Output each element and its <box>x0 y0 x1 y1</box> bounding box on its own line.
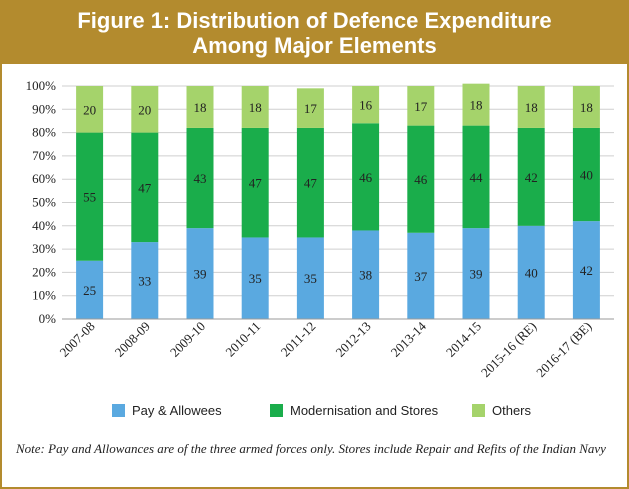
data-label: 17 <box>414 99 428 114</box>
bar-segment <box>241 237 269 319</box>
data-label: 35 <box>304 271 317 286</box>
legend-label: Pay & Allowees <box>132 403 222 418</box>
data-label: 47 <box>249 176 263 191</box>
x-tick-label: 2014-15 <box>443 319 484 360</box>
y-tick-label: 30% <box>32 241 56 256</box>
bar-segment <box>517 225 545 319</box>
bar-segment <box>517 86 545 128</box>
x-tick-label: 2009-10 <box>167 319 208 360</box>
bar-segment <box>241 86 269 128</box>
bar-segment <box>352 123 380 231</box>
data-label: 18 <box>580 100 593 115</box>
data-label: 43 <box>194 171 207 186</box>
bar-segment <box>131 242 159 319</box>
title-line-2: Among Major Elements <box>192 33 437 58</box>
footnote: Note: Pay and Allowances are of the thre… <box>16 441 606 456</box>
data-label: 47 <box>138 180 152 195</box>
y-tick-label: 20% <box>32 264 56 279</box>
bar-segment <box>76 86 104 133</box>
y-tick-label: 10% <box>32 288 56 303</box>
bar-segment <box>131 86 159 133</box>
legend-swatch <box>472 404 485 417</box>
legend-swatch <box>270 404 283 417</box>
bar-segment <box>462 125 490 229</box>
data-label: 42 <box>525 170 538 185</box>
x-tick-label: 2010-11 <box>222 319 263 360</box>
legend-label: Modernisation and Stores <box>290 403 439 418</box>
x-tick-label: 2016-17 (BE) <box>533 319 594 380</box>
data-label: 46 <box>414 172 428 187</box>
x-tick-label: 2015-16 (RE) <box>478 319 539 380</box>
y-tick-label: 0% <box>39 311 57 326</box>
data-label: 38 <box>359 268 372 283</box>
legend-label: Others <box>492 403 532 418</box>
stacked-bar-chart: 0% 10% 20% 30% 40% 50% 60% 70% 80% 90% 100% 25 55 20 2… <box>26 78 614 418</box>
bar-segment <box>296 88 324 128</box>
data-label: 39 <box>470 267 483 282</box>
data-label: 44 <box>470 170 484 185</box>
bar-segment <box>131 132 159 243</box>
title-line-1: Figure 1: Distribution of Defence Expend… <box>77 8 552 33</box>
x-tick-label: 2007-08 <box>56 319 97 360</box>
data-label: 42 <box>580 263 593 278</box>
data-label: 20 <box>83 102 96 117</box>
bar-segment <box>352 230 380 319</box>
bar-segment <box>186 86 214 128</box>
bar-segment <box>241 127 269 238</box>
x-tick-label: 2012-13 <box>332 319 373 360</box>
data-label: 17 <box>304 101 318 116</box>
data-label: 35 <box>249 271 262 286</box>
x-tick-label: 2011-12 <box>278 319 319 360</box>
data-label: 40 <box>580 168 593 183</box>
bar-segment <box>572 86 600 128</box>
data-label: 18 <box>525 100 538 115</box>
y-tick-label: 80% <box>32 125 56 140</box>
data-label: 55 <box>83 190 96 205</box>
data-label: 25 <box>83 283 96 298</box>
x-tick-label: 2013-14 <box>388 318 430 360</box>
y-tick-label: 50% <box>32 195 56 210</box>
bar-segment <box>462 83 490 126</box>
bar-segment <box>572 127 600 222</box>
y-tick-label: 100% <box>26 78 57 93</box>
bar-segment <box>76 260 104 319</box>
bar-segment <box>186 127 214 229</box>
data-label: 16 <box>359 98 373 113</box>
bar-segment <box>407 125 435 233</box>
y-tick-label: 70% <box>32 148 56 163</box>
legend-swatch <box>112 404 125 417</box>
figure-title: Figure 1: Distribution of Defence Expend… <box>2 2 627 64</box>
bar-segment <box>352 86 380 124</box>
bar-segment <box>296 127 324 238</box>
bar-segment <box>76 132 104 261</box>
data-label: 18 <box>249 100 262 115</box>
y-tick-label: 40% <box>32 218 56 233</box>
data-label: 40 <box>525 265 538 280</box>
bar-segment <box>407 232 435 319</box>
bar-segment <box>186 228 214 319</box>
y-tick-label: 60% <box>32 171 56 186</box>
bar-segment <box>517 127 545 226</box>
bar-segment <box>296 237 324 319</box>
bar-segment <box>407 86 435 126</box>
bar-segment <box>572 221 600 319</box>
data-label: 20 <box>138 102 151 117</box>
data-label: 47 <box>304 176 318 191</box>
data-label: 18 <box>194 100 207 115</box>
data-label: 46 <box>359 170 373 185</box>
data-label: 18 <box>470 98 483 113</box>
x-tick-label: 2008-09 <box>112 319 153 360</box>
bar-segment <box>462 228 490 319</box>
data-label: 37 <box>414 269 428 284</box>
data-label: 33 <box>138 274 151 289</box>
data-label: 39 <box>194 267 207 282</box>
y-tick-label: 90% <box>32 101 56 116</box>
